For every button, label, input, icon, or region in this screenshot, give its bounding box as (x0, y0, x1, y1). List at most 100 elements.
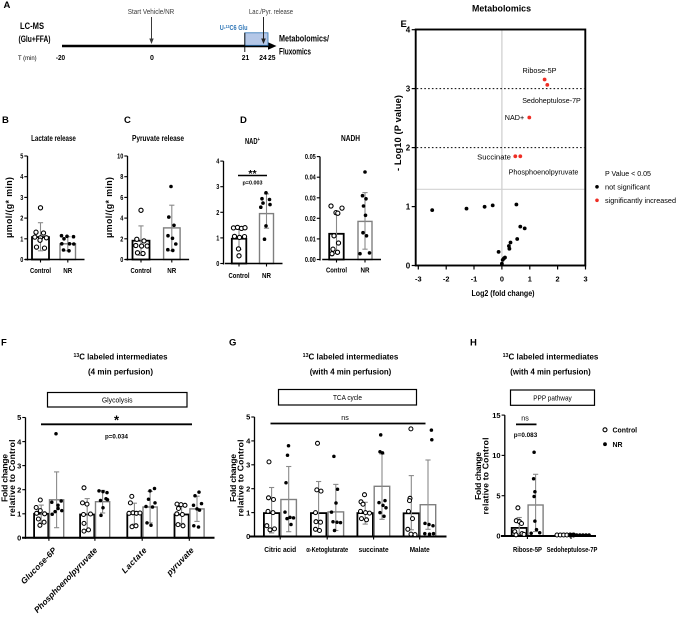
svg-text:2: 2 (556, 275, 560, 284)
svg-text:5: 5 (17, 413, 21, 422)
svg-text:LC-MS: LC-MS (20, 21, 44, 31)
svg-text:(with 4 min perfusion): (with 4 min perfusion) (310, 368, 392, 377)
svg-text:*: * (114, 413, 120, 428)
svg-text:P Value < 0.05: P Value < 0.05 (605, 171, 651, 178)
svg-text:10: 10 (492, 451, 500, 460)
svg-text:NAD+: NAD+ (245, 137, 260, 146)
svg-text:relative to Control: relative to Control (235, 440, 245, 517)
svg-text:-20: -20 (56, 55, 65, 62)
svg-text:1: 1 (246, 508, 250, 517)
svg-text:(Glu+FFA): (Glu+FFA) (19, 34, 51, 44)
svg-text:relative to Control: relative to Control (481, 438, 491, 515)
svg-text:TCA cycle: TCA cycle (333, 393, 362, 402)
svg-text:A: A (4, 0, 11, 11)
svg-text:0: 0 (17, 534, 21, 543)
svg-text:Control: Control (30, 266, 51, 275)
svg-text:0: 0 (496, 532, 500, 541)
svg-text:0.04: 0.04 (305, 175, 316, 182)
svg-text:relative to Control: relative to Control (7, 440, 17, 517)
svg-text:3: 3 (406, 84, 411, 93)
svg-text:0: 0 (216, 261, 219, 268)
svg-text:13C labeled intermediates: 13C labeled intermediates (74, 353, 168, 362)
svg-text:Fold change: Fold change (0, 454, 9, 502)
svg-text:C: C (124, 115, 131, 126)
svg-text:(4 min perfusion): (4 min perfusion) (88, 368, 153, 377)
svg-text:H: H (470, 338, 477, 349)
svg-text:Fold change: Fold change (228, 454, 238, 502)
svg-text:4: 4 (406, 26, 411, 35)
svg-text:5: 5 (496, 491, 500, 500)
svg-text:Control: Control (229, 271, 250, 280)
svg-text:-1: -1 (471, 275, 478, 284)
svg-text:Start Vehicle/NR: Start Vehicle/NR (128, 9, 175, 16)
svg-text:Fold change: Fold change (473, 452, 483, 500)
svg-text:1: 1 (528, 275, 532, 284)
svg-text:Malate: Malate (410, 545, 430, 554)
svg-text:B: B (2, 115, 9, 126)
svg-text:Sedoheptulose-7P: Sedoheptulose-7P (522, 96, 581, 105)
svg-text:p=0.003: p=0.003 (243, 181, 263, 187)
svg-text:21: 21 (242, 55, 250, 62)
svg-text:significantly increased: significantly increased (605, 198, 676, 205)
svg-text:4: 4 (216, 159, 219, 166)
svg-text:4: 4 (20, 174, 23, 181)
svg-text:25: 25 (268, 55, 276, 62)
svg-text:10: 10 (117, 154, 123, 161)
svg-text:5: 5 (246, 413, 250, 422)
svg-text:4: 4 (246, 437, 251, 446)
svg-text:Phosphoenolpyruvate: Phosphoenolpyruvate (509, 168, 579, 177)
svg-text:2: 2 (20, 216, 23, 223)
svg-text:-2: -2 (443, 275, 450, 284)
svg-text:2: 2 (216, 210, 219, 217)
svg-text:Citric acid: Citric acid (264, 545, 296, 554)
svg-text:(with 4 min perfusion): (with 4 min perfusion) (510, 368, 591, 377)
svg-text:1: 1 (17, 510, 21, 519)
svg-text:3: 3 (20, 195, 23, 202)
svg-text:NAD+: NAD+ (505, 113, 524, 122)
svg-text:Lac./Pyr. release: Lac./Pyr. release (249, 9, 293, 16)
svg-text:3: 3 (216, 184, 219, 191)
svg-text:0: 0 (20, 257, 23, 264)
svg-text:1: 1 (216, 235, 219, 242)
svg-text:Pyruvate release: Pyruvate release (132, 134, 184, 143)
svg-text:Metabolomics/: Metabolomics/ (279, 34, 329, 44)
svg-text:p=0.083: p=0.083 (514, 432, 538, 439)
svg-text:0.05: 0.05 (305, 154, 316, 161)
svg-text:NR: NR (613, 440, 624, 449)
svg-text:4: 4 (120, 216, 123, 223)
svg-text:not significant: not significant (605, 184, 650, 191)
svg-text:13C labeled intermediates: 13C labeled intermediates (303, 353, 399, 362)
svg-text:D: D (240, 115, 247, 126)
svg-text:Ribose-5P: Ribose-5P (523, 66, 557, 75)
svg-text:G: G (229, 338, 236, 349)
svg-text:E: E (401, 19, 407, 30)
svg-text:3: 3 (583, 275, 587, 284)
svg-text:6: 6 (120, 195, 123, 202)
svg-text:NR: NR (361, 266, 370, 275)
svg-text:0.02: 0.02 (305, 216, 316, 223)
svg-text:0.03: 0.03 (305, 195, 316, 202)
svg-text:0: 0 (150, 55, 154, 62)
svg-text:F: F (1, 338, 7, 349)
svg-text:Glycolysis: Glycolysis (102, 395, 133, 404)
svg-text:13C labeled intermediates: 13C labeled intermediates (503, 353, 599, 362)
svg-text:8: 8 (120, 174, 123, 181)
svg-text:NR: NR (63, 266, 72, 275)
svg-text:NR: NR (167, 266, 176, 275)
svg-text:T (min): T (min) (18, 55, 37, 62)
svg-text:- Log10 (P value): - Log10 (P value) (393, 95, 403, 171)
svg-text:NADH: NADH (341, 134, 360, 143)
svg-text:Metabolomics: Metabolomics (472, 4, 531, 15)
svg-text:Control: Control (613, 426, 638, 435)
svg-text:0: 0 (406, 261, 411, 270)
svg-text:Log2 (fold change): Log2 (fold change) (472, 289, 535, 298)
svg-text:1: 1 (20, 236, 23, 243)
svg-text:3: 3 (17, 461, 21, 470)
svg-text:Fluxomics: Fluxomics (279, 47, 311, 57)
svg-text:24: 24 (259, 55, 267, 62)
svg-text:μmol/(g* min): μmol/(g* min) (4, 177, 14, 238)
svg-text:ns: ns (341, 415, 349, 422)
svg-text:2: 2 (246, 484, 250, 493)
svg-text:α-Ketoglutarate: α-Ketoglutarate (306, 545, 348, 554)
svg-text:1: 1 (406, 202, 411, 211)
